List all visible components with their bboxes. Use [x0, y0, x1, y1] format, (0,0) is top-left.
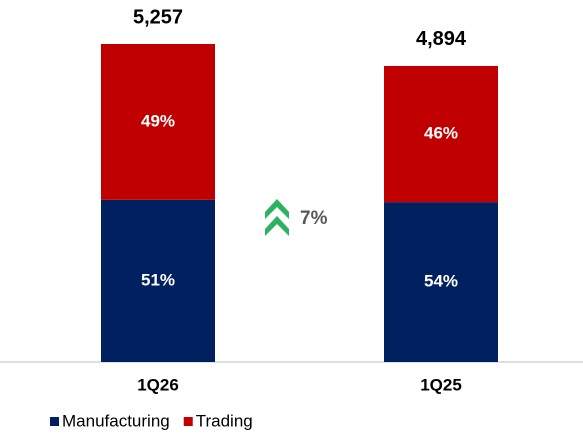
category-label: 1Q26: [137, 375, 179, 394]
chevron: [265, 216, 289, 236]
growth-arrow: [265, 199, 289, 236]
bar-segment: [384, 65, 498, 203]
growth-label: 7%: [300, 208, 328, 229]
legend-swatch: [183, 417, 193, 426]
bar-segment: [101, 44, 215, 200]
legend-label: Manufacturing: [62, 411, 170, 430]
segment-label: 54%: [424, 272, 458, 291]
bar-segment: [384, 202, 498, 362]
total-label: 5,257: [133, 6, 183, 28]
chevron: [265, 199, 289, 219]
category-label: 1Q25: [420, 375, 462, 394]
segment-label: 51%: [141, 270, 175, 289]
bar-segment: [101, 199, 215, 362]
segment-label: 49%: [141, 111, 175, 130]
total-label: 4,894: [416, 28, 467, 50]
segment-label: 46%: [424, 124, 458, 143]
legend-label: Trading: [196, 411, 253, 430]
legend-swatch: [50, 417, 59, 426]
